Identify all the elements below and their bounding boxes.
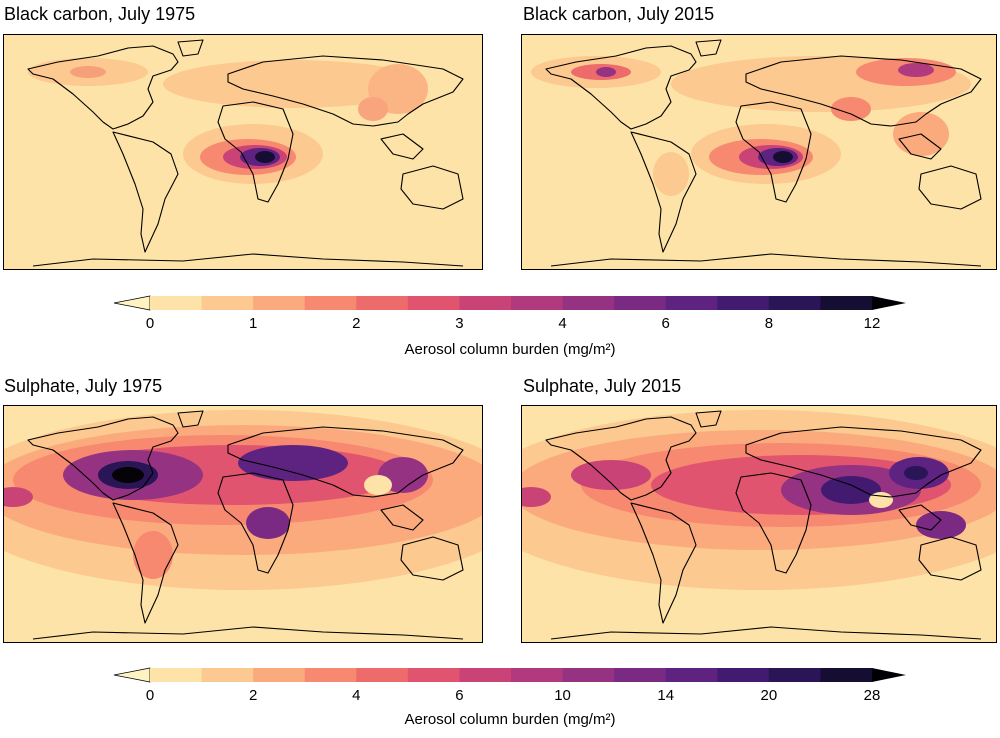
colorbar-swatch	[562, 296, 615, 310]
plume-north-america	[112, 467, 144, 483]
colorbar-swatch	[562, 668, 615, 682]
colorbar-swatch	[356, 296, 409, 310]
plume-europe	[238, 445, 348, 481]
aerosol-field	[3, 410, 483, 590]
colorbar-swatch	[511, 296, 564, 310]
coastlines	[27, 39, 464, 267]
colorbar-swatch	[150, 296, 203, 310]
colorbar-under-arrow	[113, 667, 151, 683]
panel-title-bc-2015: Black carbon, July 2015	[523, 4, 715, 24]
colorbar-swatch	[407, 296, 460, 310]
colorbar-swatch	[304, 296, 357, 310]
map-bc-1975-svg	[3, 34, 483, 270]
colorbar-swatch	[820, 668, 873, 682]
colorbar-tick-label: 1	[249, 315, 257, 332]
colorbar-tick-label: 14	[657, 687, 674, 704]
map-frame	[521, 34, 997, 270]
colorbar-swatch	[201, 668, 254, 682]
colorbar-tick-label: 0	[146, 315, 154, 332]
colorbar-bc: 0 1 2 3 4 6 8 12	[110, 293, 910, 344]
colorbar-swatch	[459, 296, 512, 310]
colorbar-bc-ticks: 0 1 2 3 4 6 8 12	[146, 315, 881, 332]
map-bc-2015	[521, 34, 997, 270]
colorbar-under-arrow	[113, 295, 151, 311]
aerosol-field	[28, 58, 428, 184]
colorbar-swatch	[768, 668, 821, 682]
colorbar-tick-label: 28	[864, 687, 881, 704]
coastlines	[27, 410, 464, 640]
colorbar-swatch	[717, 668, 770, 682]
colorbar-over-arrow	[872, 668, 906, 682]
colorbar-swatch	[665, 668, 718, 682]
colorbar-swatch	[201, 296, 254, 310]
aerosol-field	[521, 410, 997, 590]
colorbar-bc-svg: 0 1 2 3 4 6 8 12	[113, 295, 906, 332]
panel-title-so4-2015: Sulphate, July 2015	[523, 376, 682, 396]
plume-central-africa	[255, 151, 275, 163]
colorbar-tick-label: 2	[352, 315, 360, 332]
colorbar-over-arrow	[872, 296, 906, 310]
colorbar-so4-ticks: 0 2 4 6 10 14 20 28	[146, 687, 881, 704]
plume-middle-east	[821, 476, 881, 504]
map-frame	[521, 405, 997, 643]
colorbar-swatch	[253, 668, 306, 682]
plume-eurasia	[163, 60, 423, 108]
colorbar-tick-label: 2	[249, 687, 257, 704]
colorbar-tick-label: 4	[558, 315, 566, 332]
colorbar-swatch	[665, 296, 718, 310]
colorbar-swatch	[511, 668, 564, 682]
colorbar-swatch	[614, 296, 667, 310]
colorbar-tick-label: 20	[761, 687, 778, 704]
colorbar-so4-label: Aerosol column burden (mg/m²)	[404, 711, 616, 728]
colorbar-so4-swatches	[113, 667, 906, 683]
aerosol-field	[531, 56, 971, 196]
colorbar-swatch	[150, 668, 203, 682]
colorbar-tick-label: 10	[554, 687, 571, 704]
colorbar-tick-label: 8	[765, 315, 773, 332]
colorbar-swatch	[253, 296, 306, 310]
map-bc-2015-svg	[521, 34, 997, 270]
coastlines	[545, 39, 982, 267]
colorbar-tick-label: 6	[455, 687, 463, 704]
plume-central-africa	[773, 151, 793, 163]
colorbar-tick-label: 0	[146, 687, 154, 704]
colorbar-tick-label: 4	[352, 687, 360, 704]
panel-title-bc-1975: Black carbon, July 1975	[4, 4, 196, 24]
colorbar-swatch	[717, 296, 770, 310]
colorbar-bc-label: Aerosol column burden (mg/m²)	[404, 341, 616, 358]
colorbar-swatch	[459, 668, 512, 682]
colorbar-tick-label: 3	[455, 315, 463, 332]
panel-title-so4-1975: Sulphate, July 1975	[4, 376, 163, 396]
colorbar-swatch	[407, 668, 460, 682]
coastlines	[545, 410, 982, 640]
colorbar-swatch	[356, 668, 409, 682]
colorbar-swatch	[768, 296, 821, 310]
map-frame	[3, 34, 483, 270]
map-frame	[3, 405, 483, 643]
colorbar-so4-svg: 0 2 4 6 10 14 20 28	[113, 667, 906, 704]
map-bc-1975	[3, 34, 483, 270]
map-so4-1975-svg	[3, 405, 483, 643]
colorbar-bc-swatches	[113, 295, 906, 311]
colorbar-tick-label: 12	[864, 315, 881, 332]
map-so4-1975	[3, 405, 483, 643]
colorbar-swatch	[614, 668, 667, 682]
colorbar-swatch	[820, 296, 873, 310]
map-so4-2015	[521, 405, 997, 643]
colorbar-so4: 0 2 4 6 10 14 20 28	[110, 665, 910, 716]
colorbar-tick-label: 6	[662, 315, 670, 332]
map-so4-2015-svg	[521, 405, 997, 643]
colorbar-swatch	[304, 668, 357, 682]
